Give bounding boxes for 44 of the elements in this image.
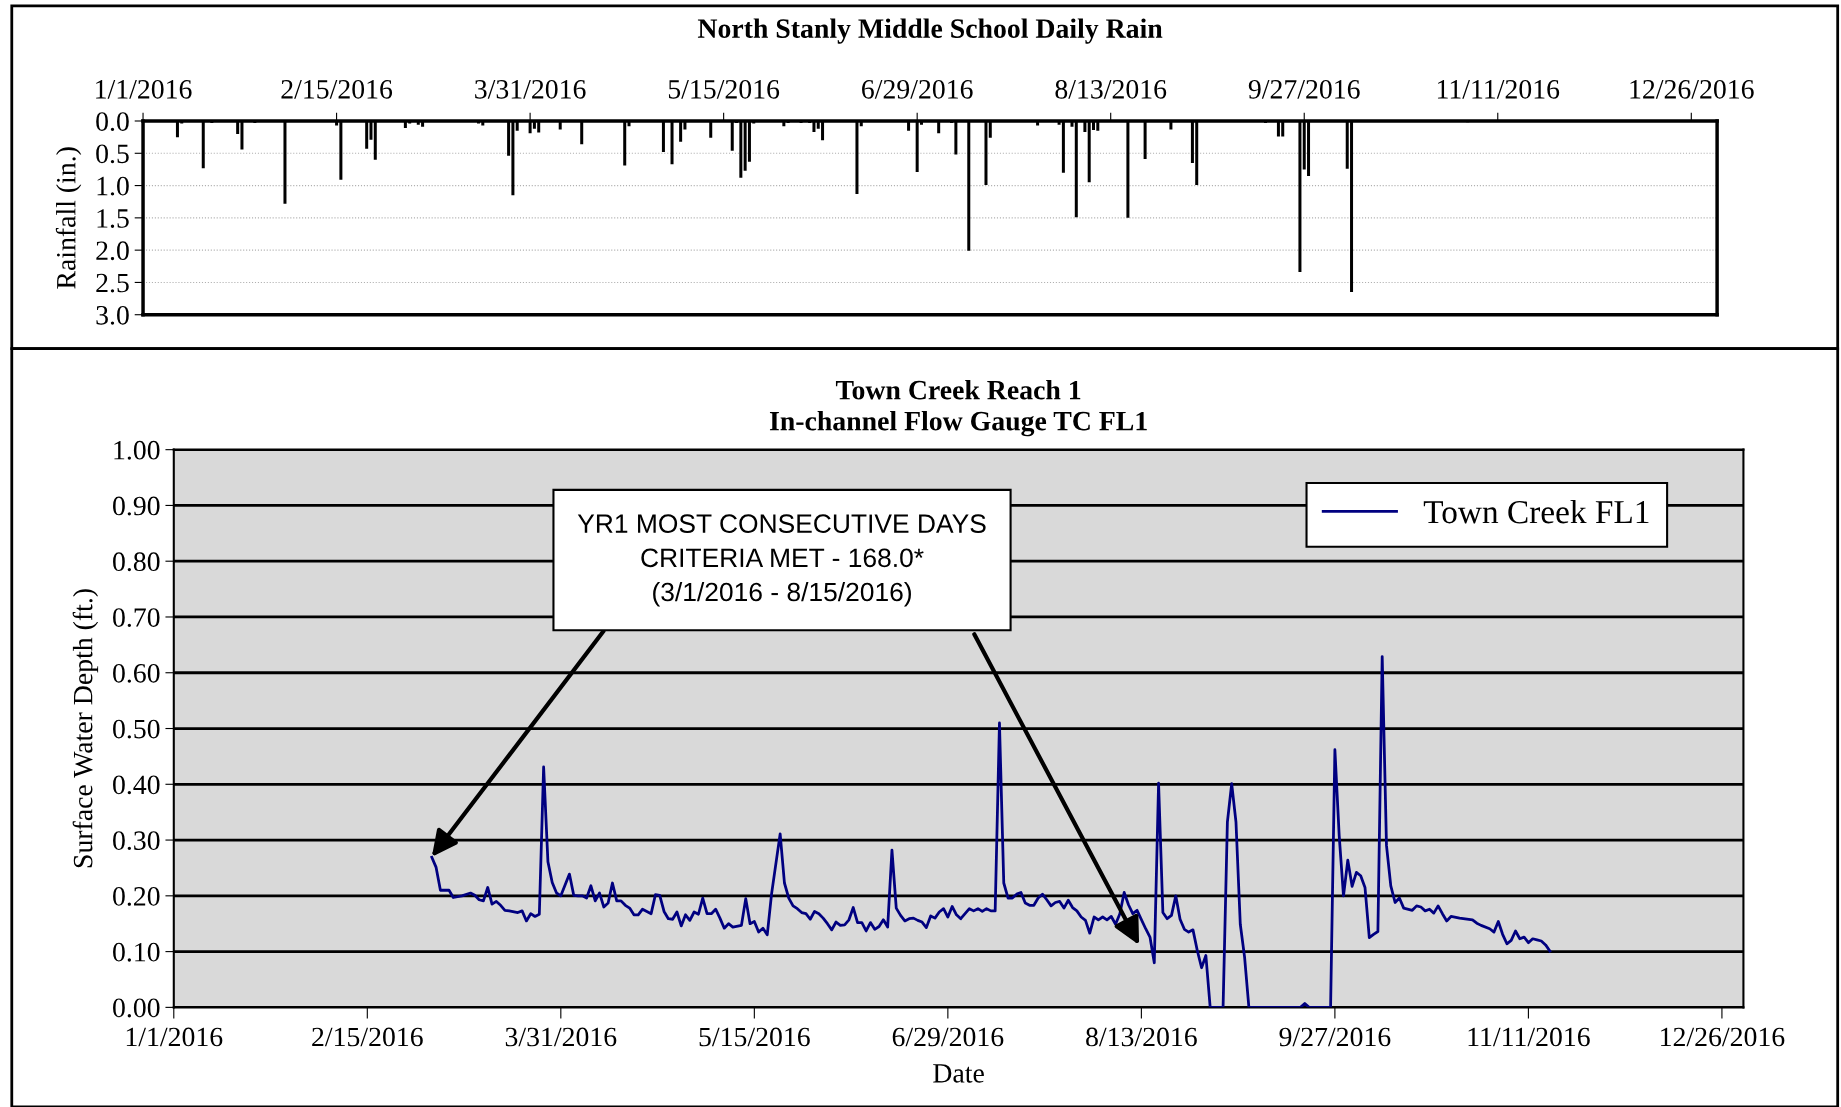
x-tick-label: 5/15/2016 xyxy=(699,1027,810,1047)
y-tick-label: 0.5 xyxy=(96,144,129,164)
x-tick-label: 5/15/2016 xyxy=(668,79,780,99)
y-tick-label: 0.00 xyxy=(113,998,160,1018)
y-tick-label: 1.00 xyxy=(114,440,160,460)
y-tick-label: 0.50 xyxy=(113,719,160,739)
x-tick-label: 1/1/2016 xyxy=(96,79,192,99)
chart-title: North Stanly Middle School Daily Rain xyxy=(697,18,1163,44)
x-tick-label: 8/13/2016 xyxy=(1086,1027,1197,1047)
x-tick-label: 1/1/2016 xyxy=(126,1027,223,1047)
x-tick-label: 3/31/2016 xyxy=(475,79,586,99)
y-tick-label: 0.20 xyxy=(113,886,160,906)
y-tick-label: 1.5 xyxy=(97,209,129,228)
annotation: YR1 MOST CONSECUTIVE DAYS CRITERIA MET - 168.0* (3/1/2016 - 8/15/2016) xyxy=(577,514,986,607)
y-tick-label: 0.30 xyxy=(113,831,160,851)
y-tick-label: 0.60 xyxy=(113,663,160,683)
x-tick-label: 2/15/2016 xyxy=(281,79,393,99)
line-series xyxy=(430,655,1552,1008)
x-tick-label: 8/13/2016 xyxy=(1055,79,1167,99)
x-tick-label: 11/11/2016 xyxy=(1437,79,1560,99)
x-tick-label: 6/29/2016 xyxy=(862,79,973,99)
legend-label: Town Creek FL1 xyxy=(1423,499,1649,524)
y-tick-label: 0.90 xyxy=(113,496,160,516)
y-tick-label: 2.5 xyxy=(96,273,129,293)
x-tick-label: 9/27/2016 xyxy=(1279,1027,1391,1047)
x-axis-title: Date xyxy=(933,1064,984,1083)
x-tick-label: 12/26/2016 xyxy=(1661,1027,1785,1047)
y-tick-label: 0.10 xyxy=(113,942,160,962)
x-tick-label: 11/11/2016 xyxy=(1468,1027,1590,1047)
chart-title: Town Creek Reach 1 In-channel Flow Gauge TC FL1 xyxy=(769,379,1147,437)
x-tick-label: 2/15/2016 xyxy=(312,1027,423,1047)
y-axis-title: Rainfall (in.) xyxy=(55,147,82,289)
y-tick-label: 2.0 xyxy=(96,241,129,261)
y-tick-label: 0.80 xyxy=(113,552,160,572)
x-tick-label: 6/29/2016 xyxy=(892,1027,1004,1047)
x-tick-label: 9/27/2016 xyxy=(1248,79,1360,99)
x-tick-label: 12/26/2016 xyxy=(1630,79,1754,99)
y-tick-label: 1.0 xyxy=(97,176,129,196)
y-tick-label: 0.0 xyxy=(96,112,129,132)
y-tick-label: 0.70 xyxy=(113,608,160,628)
y-tick-label: 3.0 xyxy=(96,305,129,325)
x-tick-label: 3/31/2016 xyxy=(505,1027,617,1047)
y-tick-label: 0.40 xyxy=(113,775,160,795)
y-axis-title: Surface Water Depth (ft.) xyxy=(72,589,99,868)
